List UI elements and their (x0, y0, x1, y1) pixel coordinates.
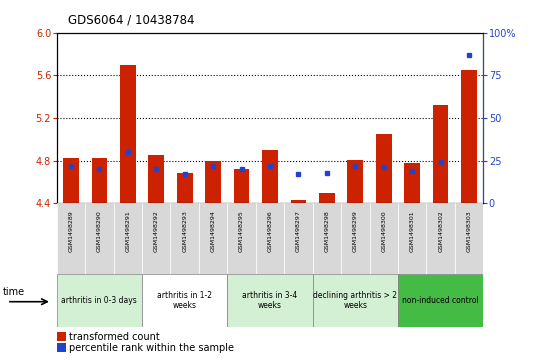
Bar (205, 161, 221, 203)
Bar (92, 159, 107, 203)
Bar (341, 203, 369, 274)
Text: GDS6064 / 10438784: GDS6064 / 10438784 (68, 13, 194, 26)
Bar (199, 203, 227, 274)
Bar (455, 203, 483, 274)
Text: non-induced control: non-induced control (402, 296, 479, 305)
Text: GSM1498298: GSM1498298 (325, 210, 329, 252)
Text: percentile rank within the sample: percentile rank within the sample (69, 343, 234, 353)
Text: GSM1498292: GSM1498292 (154, 210, 159, 252)
Text: arthritis in 3-4
weeks: arthritis in 3-4 weeks (242, 291, 298, 310)
Text: declining arthritis > 2
weeks: declining arthritis > 2 weeks (313, 291, 397, 310)
Bar (427, 203, 455, 274)
Bar (57, 274, 142, 327)
Bar (348, 160, 363, 203)
Bar (142, 274, 227, 327)
Text: arthritis in 0-3 days: arthritis in 0-3 days (62, 296, 137, 305)
Bar (177, 174, 192, 203)
Text: GSM1498297: GSM1498297 (296, 210, 301, 252)
Text: GSM1498299: GSM1498299 (353, 210, 358, 252)
Bar (291, 200, 306, 203)
Bar (113, 203, 142, 274)
Bar (313, 274, 398, 327)
Text: time: time (3, 287, 25, 298)
Text: GSM1498296: GSM1498296 (267, 210, 273, 252)
Text: arthritis in 1-2
weeks: arthritis in 1-2 weeks (157, 291, 212, 310)
Text: GSM1498290: GSM1498290 (97, 210, 102, 252)
Bar (227, 203, 256, 274)
Bar (284, 203, 313, 274)
Bar (120, 65, 136, 203)
Bar (227, 274, 313, 327)
Bar (63, 159, 79, 203)
Bar (376, 134, 392, 203)
Bar (433, 105, 448, 203)
Bar (404, 163, 420, 203)
Text: GSM1498289: GSM1498289 (69, 210, 73, 252)
Bar (398, 203, 427, 274)
Bar (313, 203, 341, 274)
Bar (369, 203, 398, 274)
Bar (142, 203, 171, 274)
Text: GSM1498291: GSM1498291 (125, 210, 130, 252)
Text: GSM1498303: GSM1498303 (467, 210, 471, 252)
Bar (262, 150, 278, 203)
Bar (57, 203, 85, 274)
Bar (85, 203, 113, 274)
Text: GSM1498300: GSM1498300 (381, 210, 386, 252)
Text: GSM1498301: GSM1498301 (410, 210, 415, 252)
Text: GSM1498294: GSM1498294 (211, 210, 215, 252)
Bar (234, 169, 249, 203)
Bar (148, 155, 164, 203)
Bar (319, 193, 335, 203)
Text: GSM1498293: GSM1498293 (182, 210, 187, 252)
Text: GSM1498295: GSM1498295 (239, 210, 244, 252)
Text: transformed count: transformed count (69, 332, 159, 342)
Bar (461, 70, 477, 203)
Text: GSM1498302: GSM1498302 (438, 210, 443, 252)
Bar (171, 203, 199, 274)
Bar (398, 274, 483, 327)
Bar (256, 203, 284, 274)
